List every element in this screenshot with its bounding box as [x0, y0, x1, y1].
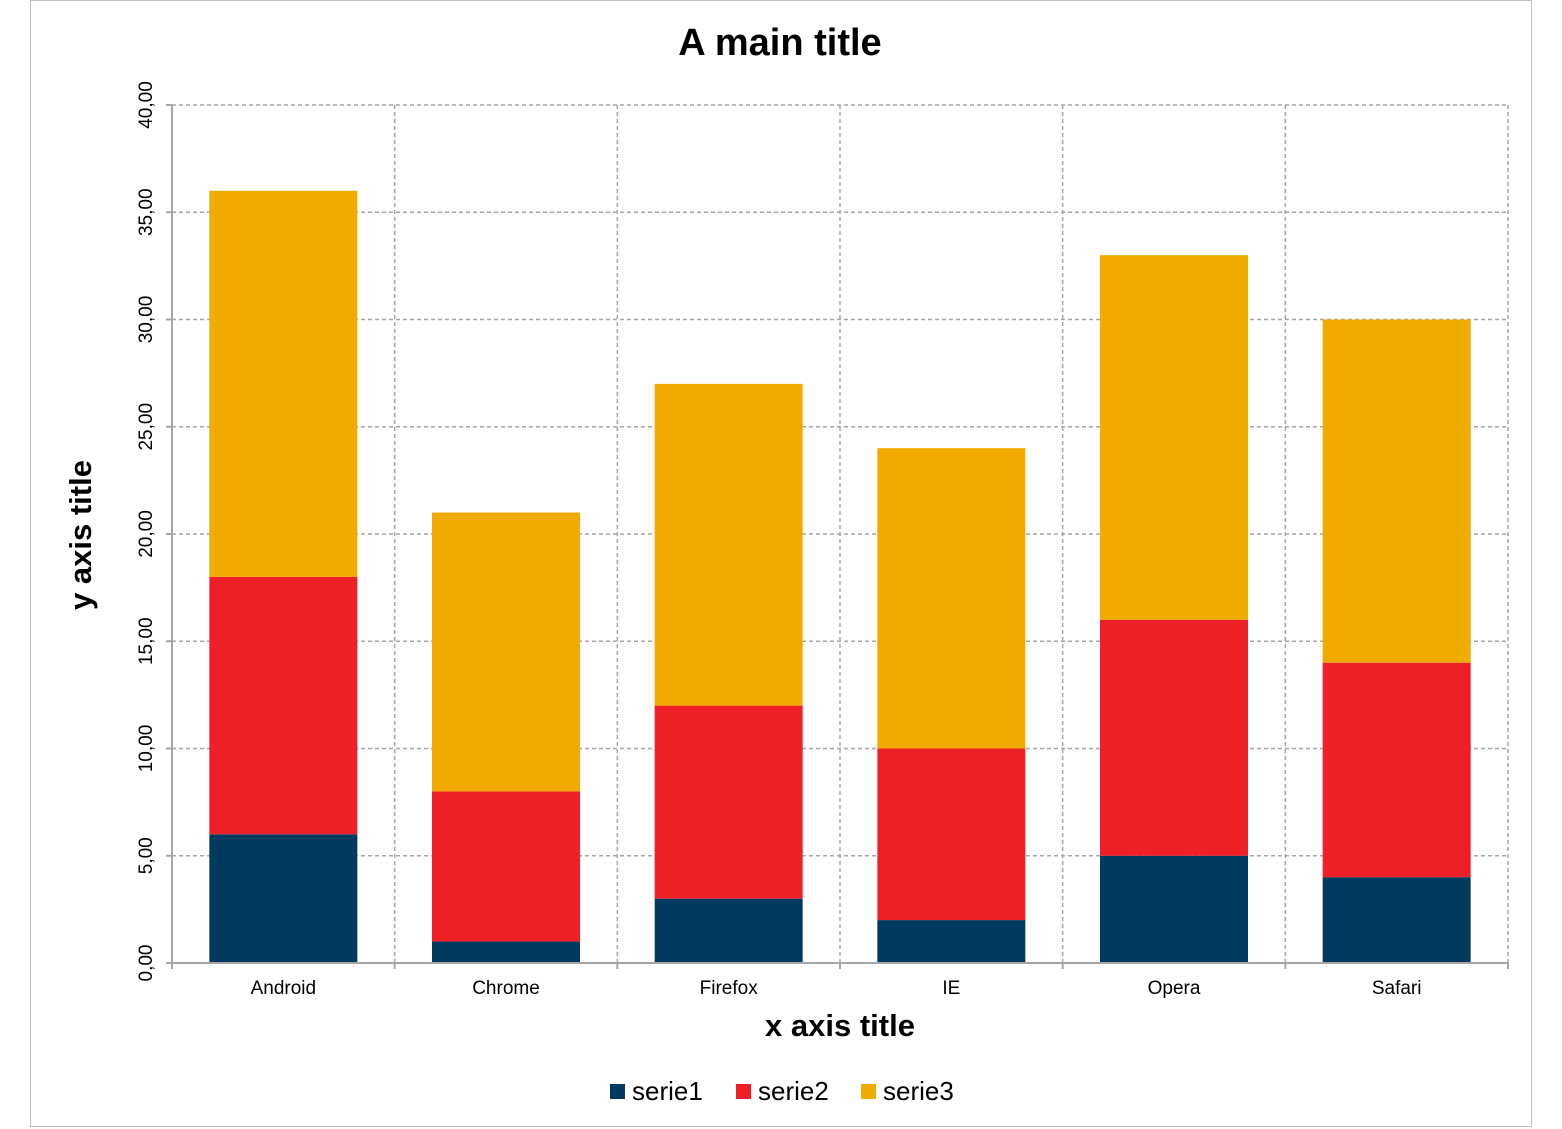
bar-chrome-serie3	[432, 512, 580, 792]
bar-firefox-serie2	[654, 705, 803, 899]
y-tick-label-6: 30,00	[136, 296, 157, 344]
legend-swatch-serie1	[610, 1084, 625, 1099]
bar-ie-serie1	[877, 920, 1026, 963]
legend: serie1 serie2 serie3	[610, 1076, 954, 1106]
legend-label-serie1: serie1	[632, 1076, 703, 1106]
y-tick-labels: 0,00 5,00 10,00 15,00 20,00 25,00 30,00 35,00 40…	[136, 81, 157, 981]
legend-label-serie3: serie3	[883, 1076, 954, 1106]
y-tick-label-3: 15,00	[136, 617, 157, 665]
y-tick-label-5: 25,00	[136, 403, 157, 451]
y-tick-label-1: 5,00	[136, 837, 157, 874]
bar-chrome-serie1	[432, 941, 580, 963]
y-axis-title: y axis title	[63, 460, 98, 610]
x-tick-label-firefox: Firefox	[700, 978, 759, 999]
x-tick-label-ie: IE	[942, 978, 960, 999]
bar-android-serie2	[209, 576, 358, 835]
y-tick-label-2: 10,00	[136, 725, 157, 773]
x-tick-label-safari: Safari	[1372, 978, 1422, 999]
x-axis-title: x axis title	[765, 1008, 915, 1043]
bar-ie-serie3	[877, 448, 1026, 749]
bar-safari-serie3	[1322, 319, 1471, 663]
x-tick-labels: Android Chrome Firefox IE Opera Safari	[251, 978, 1422, 999]
bar-opera-serie1	[1100, 855, 1248, 963]
grid	[172, 104, 1509, 963]
bar-android-serie1	[209, 834, 358, 963]
axes	[166, 104, 1509, 969]
y-tick-label-0: 0,00	[136, 945, 157, 982]
x-tick-label-android: Android	[251, 978, 317, 999]
bar-opera-serie3	[1100, 255, 1248, 620]
x-tick-label-chrome: Chrome	[472, 978, 540, 999]
y-tick-label-8: 40,00	[136, 81, 157, 129]
chart-title: A main title	[678, 22, 881, 64]
bars	[209, 190, 1471, 963]
bar-firefox-serie3	[654, 383, 803, 706]
x-tick-label-opera: Opera	[1148, 978, 1201, 999]
y-tick-label-4: 20,00	[136, 510, 157, 558]
bar-chrome-serie2	[432, 791, 580, 942]
legend-swatch-serie3	[861, 1084, 876, 1099]
legend-label-serie2: serie2	[758, 1076, 829, 1106]
bar-firefox-serie1	[654, 898, 803, 963]
legend-swatch-serie2	[736, 1084, 751, 1099]
bar-ie-serie2	[877, 748, 1026, 921]
bar-android-serie3	[209, 190, 358, 577]
bar-safari-serie1	[1322, 877, 1471, 963]
y-tick-label-7: 35,00	[136, 188, 157, 236]
bar-safari-serie2	[1322, 662, 1471, 878]
bar-opera-serie2	[1100, 619, 1248, 856]
